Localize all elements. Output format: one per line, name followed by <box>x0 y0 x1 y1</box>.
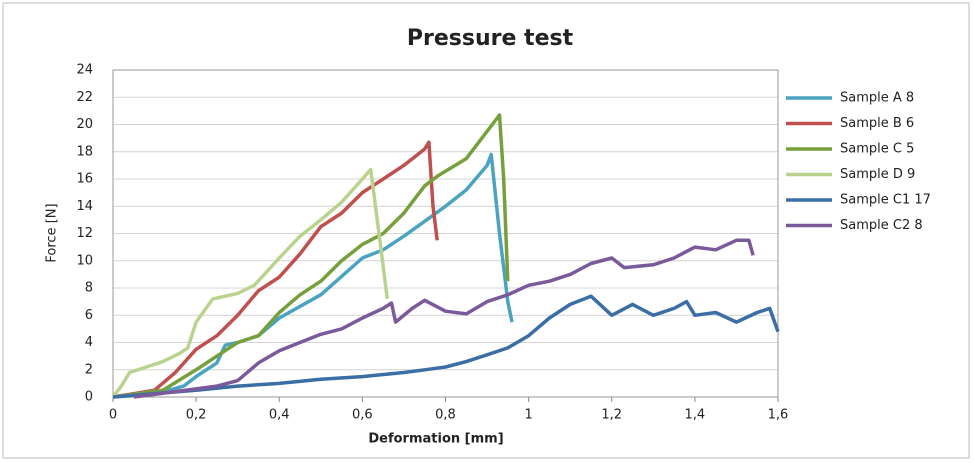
legend-label: Sample C1 17 <box>840 193 931 208</box>
x-tick-label: 1,2 <box>601 408 622 423</box>
x-axis-title: Deformation [mm] <box>368 432 503 447</box>
series-line <box>112 152 514 399</box>
y-tick-label: 16 <box>76 172 93 187</box>
plot-border <box>112 69 779 398</box>
chart-title: Pressure test <box>407 26 574 51</box>
y-tick-label: 6 <box>85 308 93 323</box>
legend-label: Sample C2 8 <box>840 218 923 233</box>
y-tick-label: 0 <box>85 390 93 405</box>
y-tick-label: 24 <box>76 63 93 78</box>
x-tick-label: 0 <box>109 408 117 423</box>
legend-label: Sample D 9 <box>840 167 915 182</box>
x-tick-label: 0,2 <box>186 408 207 423</box>
y-tick-label: 22 <box>76 90 93 105</box>
series-line <box>112 113 510 399</box>
legend-label: Sample B 6 <box>840 116 914 131</box>
y-tick-label: 18 <box>76 144 93 159</box>
legend-label: Sample A 8 <box>840 91 914 106</box>
series-line <box>112 140 439 399</box>
y-tick-label: 2 <box>85 362 93 377</box>
y-tick-label: 14 <box>76 199 93 214</box>
x-tick-label: 1,4 <box>685 408 706 423</box>
x-tick-label: 1 <box>524 408 532 423</box>
x-tick-label: 0,4 <box>269 408 290 423</box>
y-tick-label: 4 <box>85 335 93 350</box>
x-tick-label: 1,6 <box>768 408 789 423</box>
y-tick-label: 8 <box>85 281 93 296</box>
y-tick-label: 12 <box>76 226 93 241</box>
x-tick-label: 0,6 <box>352 408 373 423</box>
legend-label: Sample C 5 <box>840 142 914 157</box>
series-line <box>133 238 755 399</box>
y-axis-title: Force [N] <box>45 203 60 262</box>
x-tick-label: 0,8 <box>435 408 456 423</box>
series-line <box>111 167 390 399</box>
series-line <box>112 294 780 399</box>
y-tick-label: 20 <box>76 117 93 132</box>
y-tick-label: 10 <box>76 253 93 268</box>
